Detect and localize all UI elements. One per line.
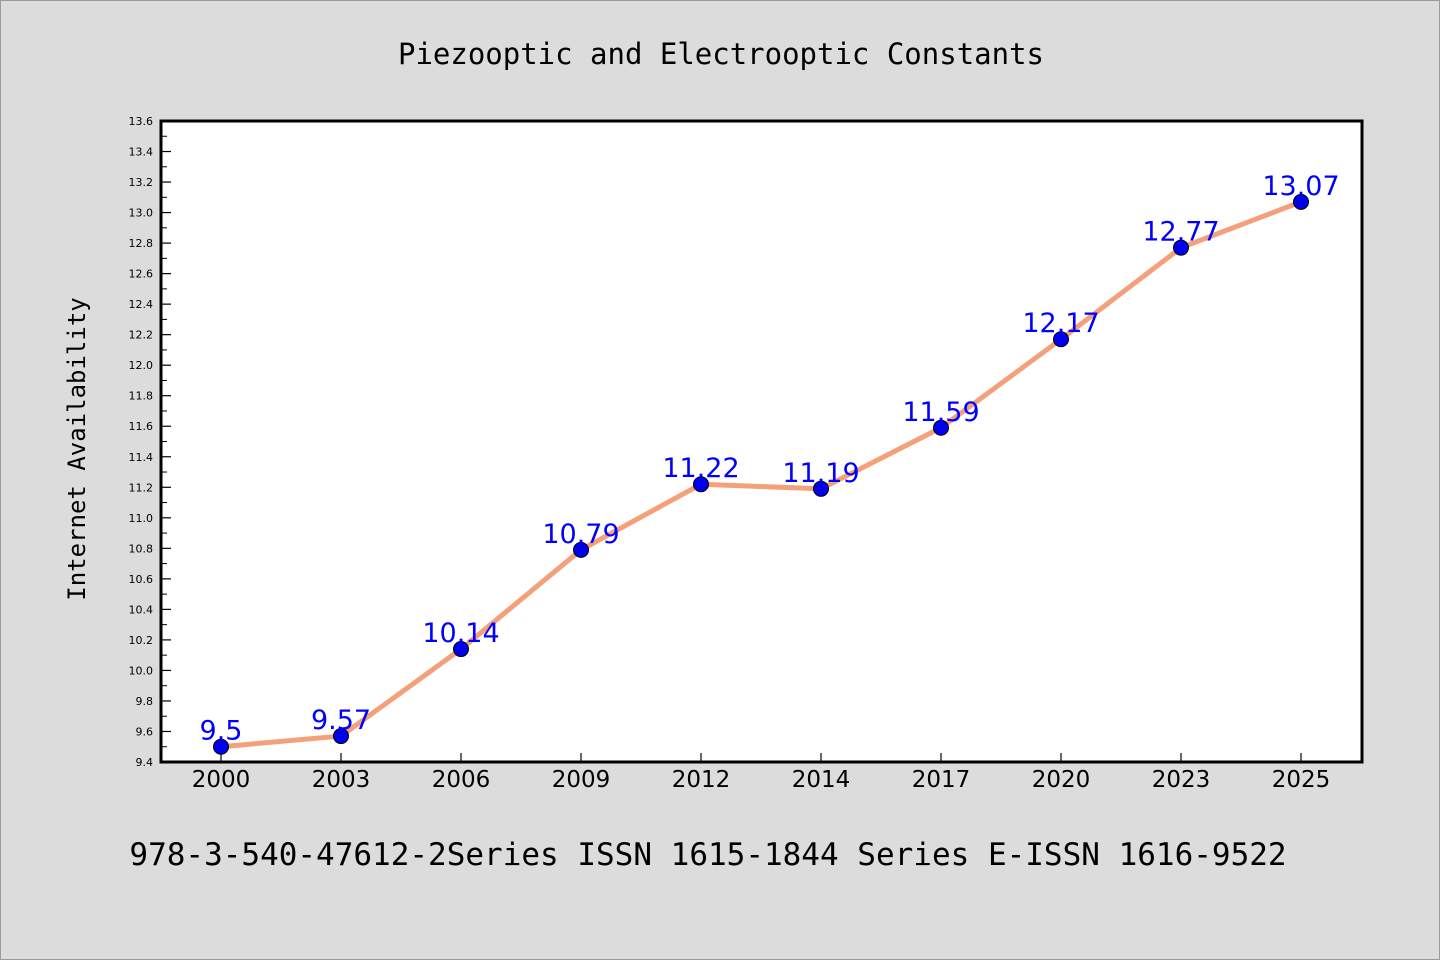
y-tick-label: 12.0: [129, 359, 154, 372]
y-axis: 9.4 9.6 9.8 10.0 10.2 10.4 10.6 10.8 11.0 11.2 11.…: [129, 115, 171, 769]
y-tick-label: 13.2: [129, 176, 154, 189]
x-tick-label: 2003: [312, 767, 371, 793]
data-label: 9.57: [311, 705, 371, 736]
x-tick-label: 2025: [1272, 767, 1331, 793]
data-label: 11.22: [662, 453, 739, 484]
data-point: [1173, 239, 1189, 256]
series-line: [218, 199, 1304, 750]
y-tick-label: 11.2: [129, 481, 154, 494]
chart-title: Piezooptic and Electrooptic Constants: [398, 37, 1044, 71]
y-tick-label: 12.2: [129, 329, 154, 342]
data-label: 13.07: [1262, 171, 1339, 202]
y-tick-label: 10.0: [129, 664, 154, 677]
data-label: 12.17: [1022, 308, 1099, 339]
x-tick-label: 2006: [432, 767, 491, 793]
y-tick-label: 11.6: [129, 420, 154, 433]
y-tick-label: 10.8: [129, 542, 154, 555]
y-tick-label: 12.4: [129, 298, 154, 311]
y-tick-label: 10.6: [129, 573, 154, 586]
data-point: [453, 641, 469, 658]
y-tick-label: 11.4: [129, 451, 154, 464]
x-axis: 2000 2003 2006 2009 2012 2014 2017 2020 2023 2025: [192, 753, 1331, 793]
data-point: [813, 480, 829, 497]
plot-area: [159, 119, 1364, 764]
data-point: [1053, 331, 1069, 348]
y-tick-label: 9.8: [136, 695, 154, 708]
data-point: [333, 728, 349, 745]
data-point: [1293, 193, 1309, 210]
series-layer: 9.5 9.57 10.14 10.79 11.22 11.19 11.59 12.17 12.…: [200, 171, 1340, 755]
data-label: 10.14: [422, 618, 499, 649]
x-tick-label: 2012: [672, 767, 731, 793]
y-tick-label: 13.6: [129, 115, 154, 128]
y-tick-label: 11.8: [129, 390, 154, 403]
x-tick-label: 2017: [912, 767, 971, 793]
y-tick-label: 9.4: [136, 756, 154, 769]
data-label: 9.5: [200, 716, 243, 747]
x-tick-label: 2020: [1032, 767, 1091, 793]
data-label: 10.79: [542, 519, 619, 550]
y-tick-label: 13.4: [129, 146, 154, 159]
y-tick-label: 9.6: [136, 725, 154, 738]
data-point: [573, 541, 589, 558]
x-tick-label: 2014: [792, 767, 851, 793]
y-tick-label: 10.4: [129, 603, 154, 616]
data-label: 12.77: [1142, 217, 1219, 248]
y-axis-label: Internet Availability: [63, 297, 91, 600]
y-tick-label: 13.0: [129, 207, 154, 220]
data-point: [693, 476, 709, 493]
y-tick-label: 12.8: [129, 237, 154, 250]
data-point: [213, 738, 229, 755]
y-tick-label: 12.6: [129, 268, 154, 281]
x-tick-label: 2009: [552, 767, 611, 793]
x-tick-label: 2000: [192, 767, 251, 793]
data-label: 11.19: [782, 458, 859, 489]
y-tick-label: 10.2: [129, 634, 154, 647]
x-tick-label: 2023: [1152, 767, 1211, 793]
y-tick-label: 11.0: [129, 512, 154, 525]
data-point: [933, 419, 949, 436]
data-label: 11.59: [902, 397, 979, 428]
footer-text: 978-3-540-47612-2Series ISSN 1615-1844 S…: [129, 837, 1286, 873]
